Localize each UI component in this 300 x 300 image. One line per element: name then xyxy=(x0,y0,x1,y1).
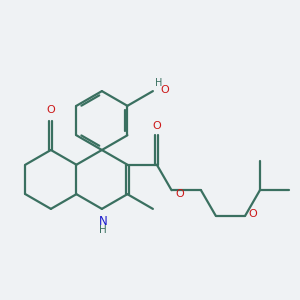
Text: H: H xyxy=(155,78,163,88)
Text: H: H xyxy=(100,225,107,235)
Text: O: O xyxy=(46,105,55,115)
Text: O: O xyxy=(160,85,169,94)
Text: N: N xyxy=(99,215,108,228)
Text: O: O xyxy=(175,189,184,199)
Text: O: O xyxy=(152,121,161,131)
Text: O: O xyxy=(249,209,257,219)
